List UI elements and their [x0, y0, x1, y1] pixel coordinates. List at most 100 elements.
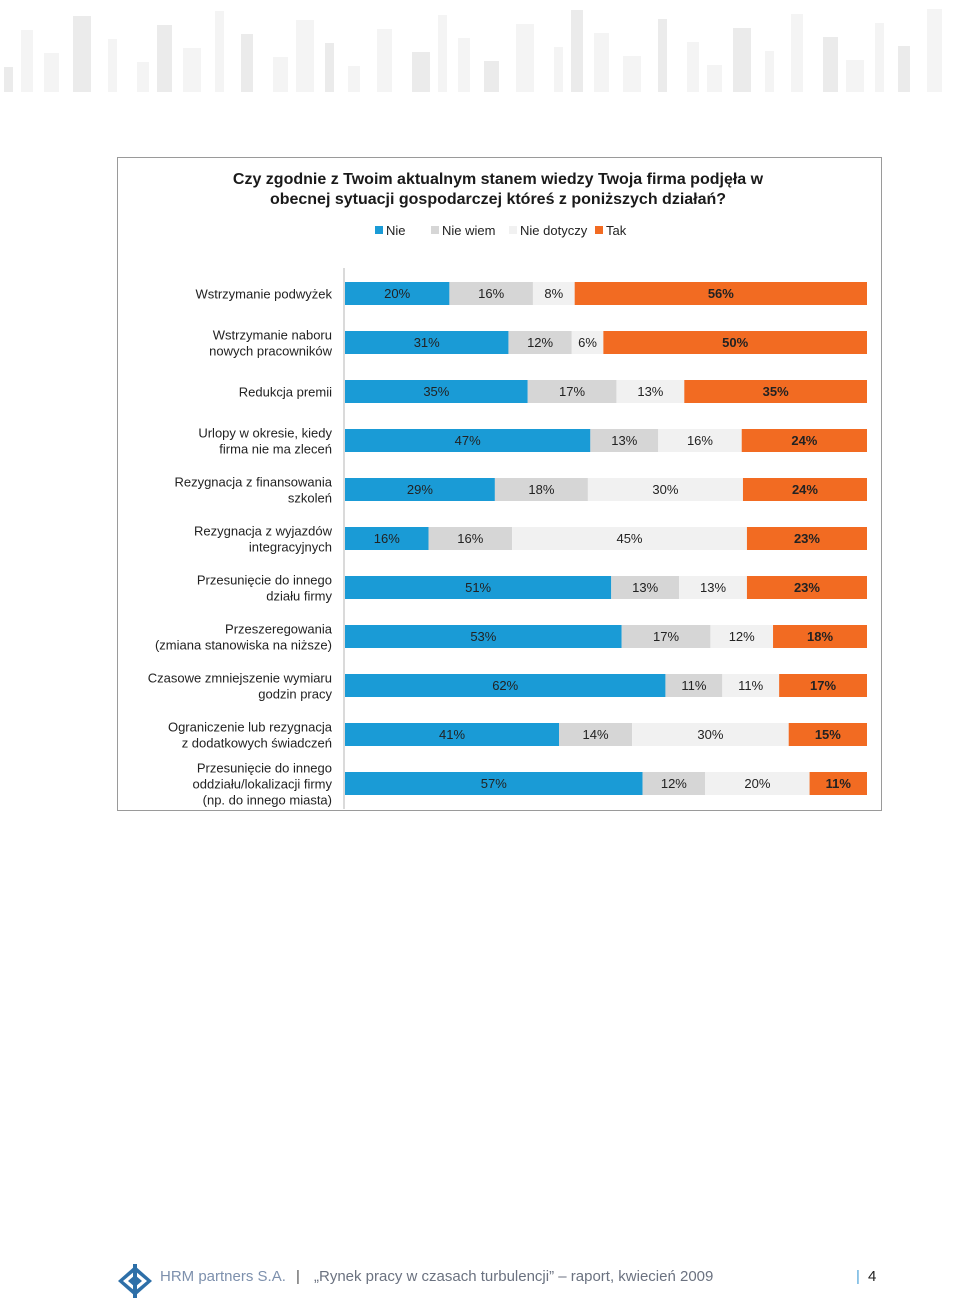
bar-segment-tak: [779, 674, 867, 697]
data-label: 6%: [578, 335, 597, 350]
data-label: 13%: [700, 580, 726, 595]
data-label: 20%: [744, 776, 770, 791]
legend-label: Nie dotyczy: [520, 223, 588, 238]
data-label: 47%: [455, 433, 481, 448]
category-label: oddziału/lokalizacji firmy: [193, 777, 333, 792]
bar-segment-tak: [684, 380, 867, 403]
data-label: 56%: [708, 286, 734, 301]
data-label: 51%: [465, 580, 491, 595]
header-decor-bar: [484, 61, 499, 92]
header-decor-bar: [898, 46, 910, 92]
data-label: 18%: [807, 629, 833, 644]
data-label: 16%: [478, 286, 504, 301]
data-label: 29%: [407, 482, 433, 497]
data-label: 62%: [492, 678, 518, 693]
bar-segment-tak: [741, 429, 867, 452]
data-label: 35%: [423, 384, 449, 399]
header-decor-bar: [927, 9, 942, 92]
category-label: Wstrzymanie podwyżek: [195, 287, 332, 302]
header-decor-bar: [44, 53, 59, 92]
header-decor-bar: [571, 10, 583, 92]
bar-segment-tak: [603, 331, 867, 354]
legend-label: Tak: [606, 223, 627, 238]
data-label: 13%: [611, 433, 637, 448]
bar-segment-tak: [742, 478, 867, 501]
data-label: 15%: [815, 727, 841, 742]
header-decor-bar: [377, 29, 392, 92]
data-label: 23%: [794, 531, 820, 546]
legend-label: Nie wiem: [442, 223, 495, 238]
bar-segment-nie-wiem: [428, 527, 513, 550]
header-decor-bar: [875, 23, 884, 92]
header-decor-bar: [846, 60, 864, 92]
bar-segment-nie-wiem: [449, 282, 533, 305]
data-label: 20%: [384, 286, 410, 301]
data-label: 35%: [763, 384, 789, 399]
bar-segment-tak: [746, 576, 867, 599]
legend-swatch: [375, 226, 383, 234]
bar-segment-nie: [345, 429, 591, 452]
category-label: Wstrzymanie naboru: [213, 328, 332, 343]
data-label: 31%: [414, 335, 440, 350]
header-decor-bar: [348, 66, 360, 92]
bar-segment-nie-dotyczy: [571, 331, 604, 354]
chart-title: Czy zgodnie z Twoim aktualnym stanem wie…: [178, 170, 818, 210]
category-label: działu firmy: [266, 589, 332, 604]
category-label: Ograniczenie lub rezygnacja: [168, 720, 333, 735]
bar-segment-nie: [345, 478, 495, 501]
header-decor-bar: [137, 62, 149, 92]
bar-segment-nie-wiem: [611, 576, 680, 599]
header-decor-bar: [215, 11, 224, 92]
header-decor-bar: [458, 38, 470, 92]
bar-segment-nie-dotyczy: [722, 674, 780, 697]
data-label: 16%: [374, 531, 400, 546]
category-label: (np. do innego miasta): [203, 793, 332, 808]
data-label: 17%: [559, 384, 585, 399]
bar-segment-nie-wiem: [590, 429, 659, 452]
data-label: 17%: [653, 629, 679, 644]
bar-segment-nie-dotyczy: [587, 478, 743, 501]
header-decor-bar: [21, 30, 33, 92]
bar-segment-nie-dotyczy: [710, 625, 774, 648]
header-decor-bar: [73, 16, 91, 92]
bar-segment-nie-wiem: [665, 674, 723, 697]
category-label: (zmiana stanowiska na niższe): [155, 638, 332, 653]
header-decor-bar: [594, 33, 609, 92]
data-label: 17%: [810, 678, 836, 693]
header-decor-bar: [241, 34, 253, 92]
category-label: Rezygnacja z finansowania: [174, 475, 332, 490]
header-decor-bar: [707, 65, 722, 92]
header-decor-bar: [791, 14, 803, 92]
legend-swatch: [509, 226, 517, 234]
header-decor-bar: [412, 52, 430, 92]
category-label: firma nie ma zleceń: [219, 442, 332, 457]
data-label: 23%: [794, 580, 820, 595]
bar-segment-nie: [345, 380, 528, 403]
chart-title-line: obecnej sytuacji gospodarczej któreś z p…: [269, 191, 727, 208]
data-label: 11%: [681, 678, 706, 693]
bar-segment-nie: [345, 723, 560, 746]
data-label: 13%: [637, 384, 663, 399]
data-label: 11%: [826, 776, 852, 791]
bar-segment-nie-wiem: [508, 331, 572, 354]
data-label: 45%: [616, 531, 642, 546]
header-decor-bar: [273, 57, 288, 92]
bar-segment-tak: [788, 723, 867, 746]
bar-segment-nie-dotyczy: [632, 723, 789, 746]
data-label: 30%: [652, 482, 678, 497]
header-decoration: [4, 9, 942, 92]
data-label: 53%: [470, 629, 496, 644]
data-label: 12%: [729, 629, 755, 644]
legend-swatch: [595, 226, 603, 234]
header-decor-bar: [183, 48, 201, 92]
bar-segment-tak: [746, 527, 867, 550]
data-label: 12%: [661, 776, 687, 791]
data-label: 14%: [583, 727, 609, 742]
header-decor-bar: [4, 67, 13, 92]
bar-segment-nie: [345, 527, 429, 550]
bar-segment-nie-dotyczy: [705, 772, 810, 795]
bar-segment-nie-dotyczy: [679, 576, 747, 599]
data-label: 30%: [697, 727, 723, 742]
data-label: 18%: [528, 482, 554, 497]
bar-segment-nie: [345, 772, 643, 795]
